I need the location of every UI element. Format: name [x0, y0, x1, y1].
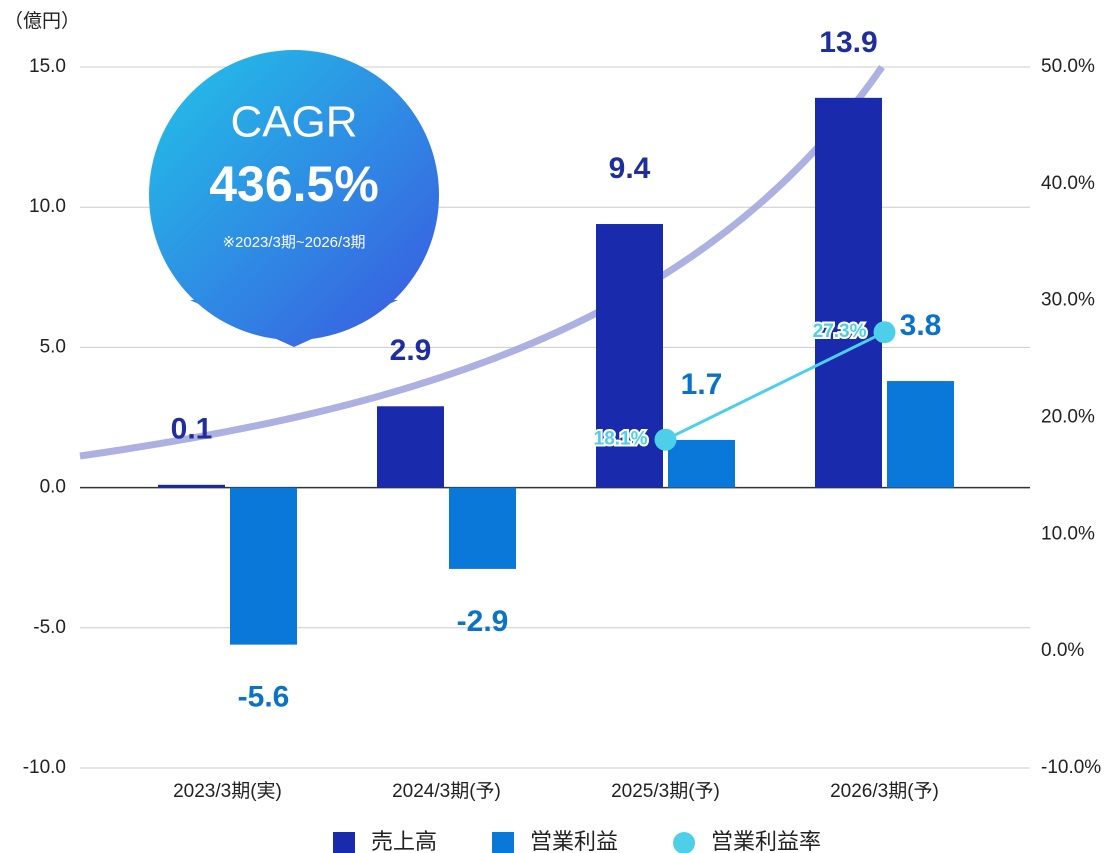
line: [664, 330, 886, 442]
x-tick-label: 2024/3期(予): [392, 780, 501, 802]
cagr-balloon: CAGR 436.5% ※2023/3期~2026/3期: [149, 50, 439, 347]
legend-label: 営業利益率: [711, 829, 821, 853]
y2-tick-label: 0.0%: [1041, 640, 1084, 661]
bar: [449, 487, 516, 569]
value-label: 2.9: [390, 334, 432, 367]
y2-tick-label: 40.0%: [1041, 173, 1095, 194]
legend-swatch: [673, 832, 696, 853]
bar: [668, 439, 735, 488]
y2-tick-label: -10.0%: [1041, 757, 1101, 778]
line-point: [873, 321, 896, 344]
x-tick-label: 2025/3期(予): [611, 780, 720, 802]
line-label: 27.3%: [813, 321, 867, 342]
y2-tick-label: 50.0%: [1041, 56, 1095, 77]
bar: [158, 484, 225, 488]
y-tick-label: 10.0: [29, 196, 66, 217]
cagr-note: ※2023/3期~2026/3期: [222, 234, 365, 251]
legend-swatch: [492, 832, 515, 853]
cagr-title: CAGR: [230, 98, 357, 147]
bar: [887, 381, 954, 488]
bar: [230, 487, 297, 645]
value-label: -5.6: [238, 681, 290, 714]
bar: [377, 406, 444, 488]
y2-tick-label: 20.0%: [1041, 407, 1095, 428]
y-tick-label: 5.0: [40, 336, 66, 357]
y-tick-label: 0.0: [40, 477, 66, 498]
y-tick-label: -10.0: [23, 757, 66, 778]
x-tick-label: 2023/3期(実): [173, 780, 282, 802]
trend-curve: [79, 65, 885, 460]
value-label: 1.7: [681, 368, 723, 401]
y2-tick-label: 10.0%: [1041, 523, 1095, 544]
y2-tick-label: 30.0%: [1041, 290, 1095, 311]
line-point: [654, 428, 677, 451]
legend-label: 営業利益: [530, 829, 618, 853]
y-axis-label: （億円）: [4, 10, 80, 32]
legend-label: 売上高: [371, 829, 437, 853]
value-label: 13.9: [819, 26, 877, 59]
value-label: 9.4: [609, 152, 651, 185]
y-tick-label: 15.0: [29, 56, 66, 77]
line-label: 18.1%: [594, 429, 648, 450]
y-tick-label: -5.0: [33, 617, 66, 638]
value-label: 0.1: [171, 413, 213, 446]
value-label: 3.8: [900, 309, 942, 342]
x-tick-label: 2026/3期(予): [830, 780, 939, 802]
bar: [815, 97, 882, 488]
cagr-value: 436.5%: [209, 156, 379, 212]
value-label: -2.9: [457, 605, 509, 638]
balloon-body: [149, 50, 439, 340]
legend-swatch: [333, 832, 355, 853]
bar: [596, 224, 663, 488]
